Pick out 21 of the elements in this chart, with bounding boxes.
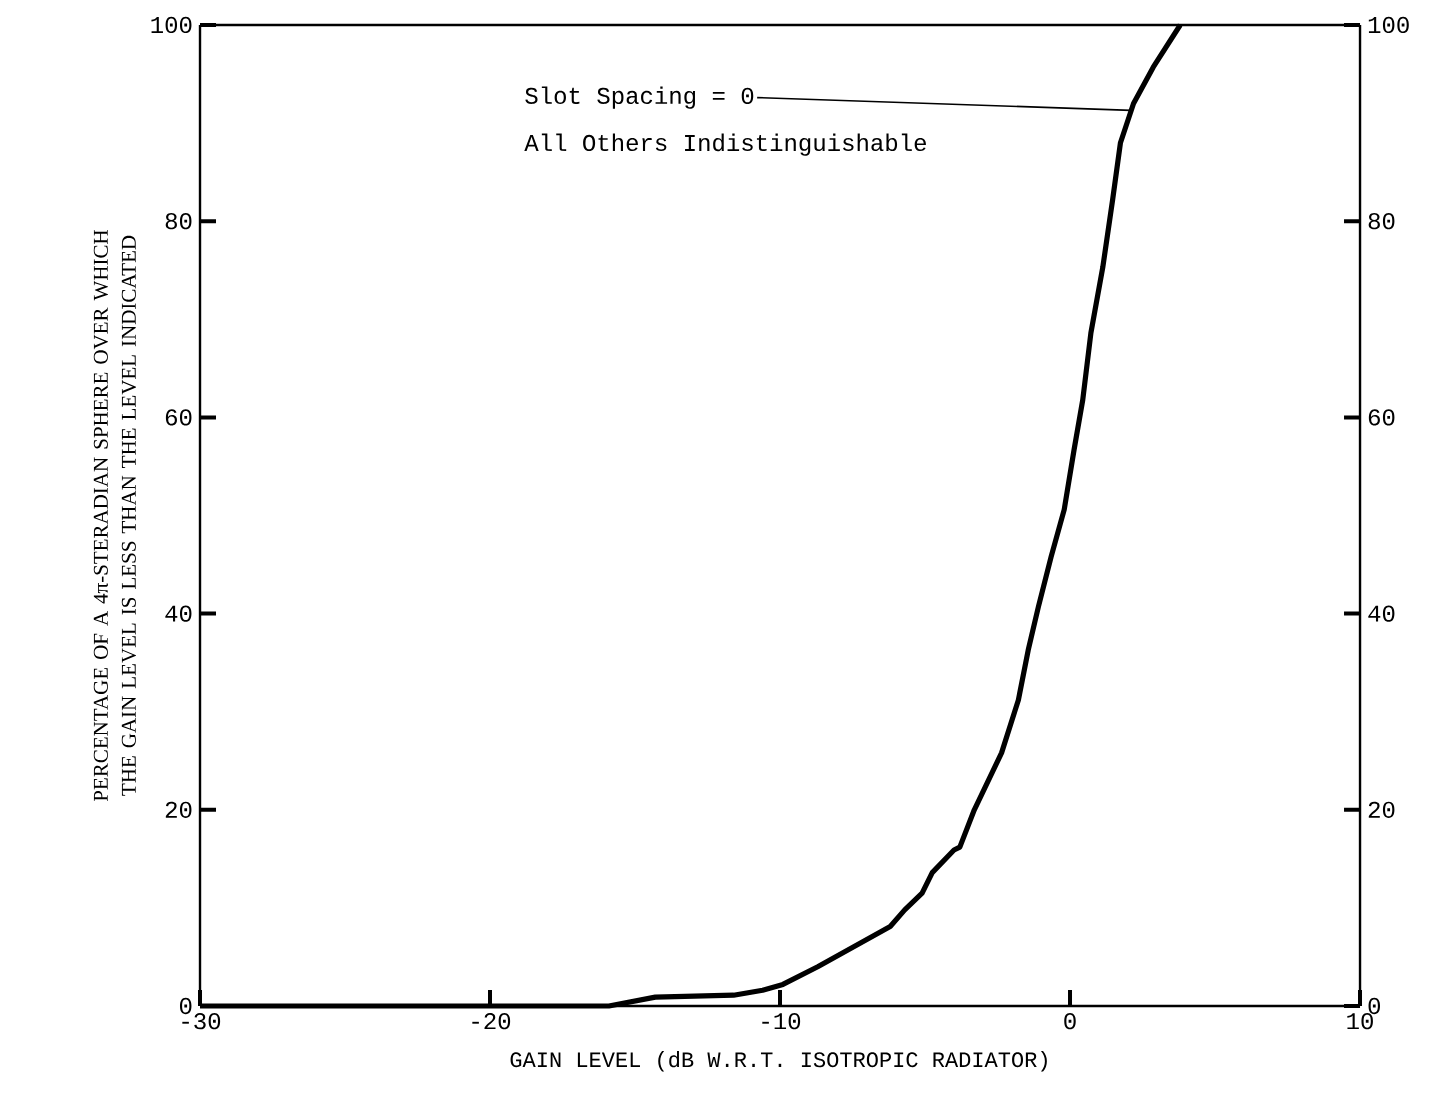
x-tick-label: -30	[182, 1013, 221, 1030]
y-tick-label: 0	[179, 997, 192, 1015]
y2-tick-label: 100	[1368, 16, 1409, 34]
y-tick-label: 60	[165, 409, 192, 426]
y2-tick-label: 80	[1368, 213, 1395, 230]
y2-tick-label: 60	[1368, 409, 1395, 426]
x-tick-label: -10	[762, 1013, 801, 1030]
y-tick-label: 20	[165, 801, 192, 818]
annotation: All Others Indistinguishable	[524, 133, 926, 156]
y-tick-label: 80	[165, 213, 192, 230]
y-tick-label: 100	[151, 16, 192, 34]
x-tick-label: 0	[1064, 1013, 1076, 1030]
y-tick-label: 40	[165, 605, 192, 622]
y2-tick-label: 40	[1368, 605, 1395, 622]
annotation: Slot Spacing = 0	[525, 86, 754, 109]
x-tick-label: -20	[472, 1013, 511, 1030]
x-axis-title: GAIN LEVEL (dB W.R.T. ISOTROPIC RADIATOR)	[510, 1051, 1047, 1072]
y2-tick-label: 20	[1368, 801, 1395, 818]
y-axis-title: PERCENTAGE OF A 4π-STERADIAN SPHERE OVER WHICH THE GAIN LEVEL IS LESS THAN THE LEVEL INDICATED	[93, 229, 136, 802]
y2-tick-label: 0	[1368, 997, 1381, 1015]
x-tick-label: 10	[1347, 1013, 1373, 1030]
